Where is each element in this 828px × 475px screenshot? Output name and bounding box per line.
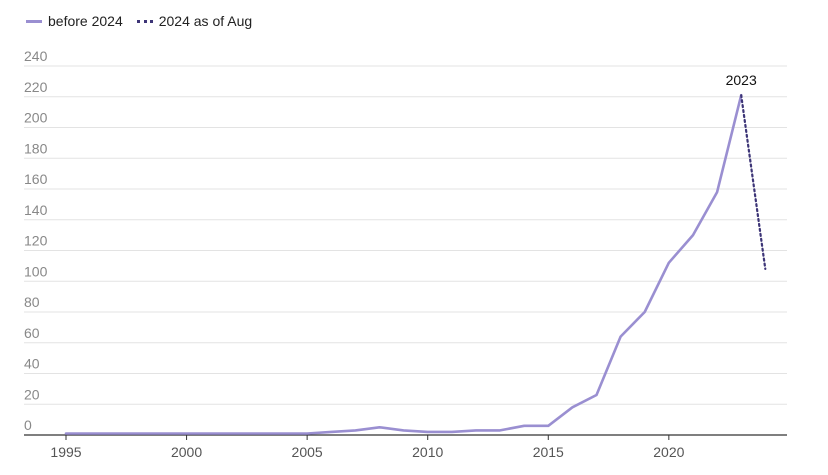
series-line-0 xyxy=(64,93,743,435)
y-tick-label-60: 60 xyxy=(24,325,40,341)
y-tick-label-220: 220 xyxy=(24,79,48,95)
y-tick-label-160: 160 xyxy=(24,171,48,187)
x-tick-label-1995: 1995 xyxy=(50,444,81,460)
y-tick-label-40: 40 xyxy=(24,356,40,372)
x-tick-label-2015: 2015 xyxy=(533,444,564,460)
x-tick-label-2000: 2000 xyxy=(171,444,202,460)
legend-item-2024-as-of-aug[interactable]: 2024 as of Aug xyxy=(136,13,253,29)
x-tick-label-2005: 2005 xyxy=(292,444,323,460)
y-tick-label-100: 100 xyxy=(24,263,48,279)
y-tick-label-200: 200 xyxy=(24,110,48,126)
legend: before 2024 2024 as of Aug xyxy=(26,10,266,32)
y-tick-label-180: 180 xyxy=(24,140,48,156)
legend-swatch-dotted xyxy=(136,19,153,23)
series-line-1 xyxy=(740,94,767,270)
x-tick-label-2010: 2010 xyxy=(412,444,443,460)
annotation-label-0: 2023 xyxy=(726,72,757,88)
legend-label-2024-as-of-aug: 2024 as of Aug xyxy=(158,13,253,29)
legend-swatch-solid xyxy=(26,19,42,23)
y-tick-label-20: 20 xyxy=(24,386,40,402)
y-tick-label-240: 240 xyxy=(24,48,48,64)
y-tick-label-80: 80 xyxy=(24,294,40,310)
legend-item-before-2024[interactable]: before 2024 xyxy=(26,13,123,29)
y-tick-label-140: 140 xyxy=(24,202,48,218)
legend-label-before-2024: before 2024 xyxy=(48,13,123,29)
y-tick-label-120: 120 xyxy=(24,233,48,249)
x-tick-label-2020: 2020 xyxy=(653,444,684,460)
y-tick-label-0: 0 xyxy=(24,417,32,433)
